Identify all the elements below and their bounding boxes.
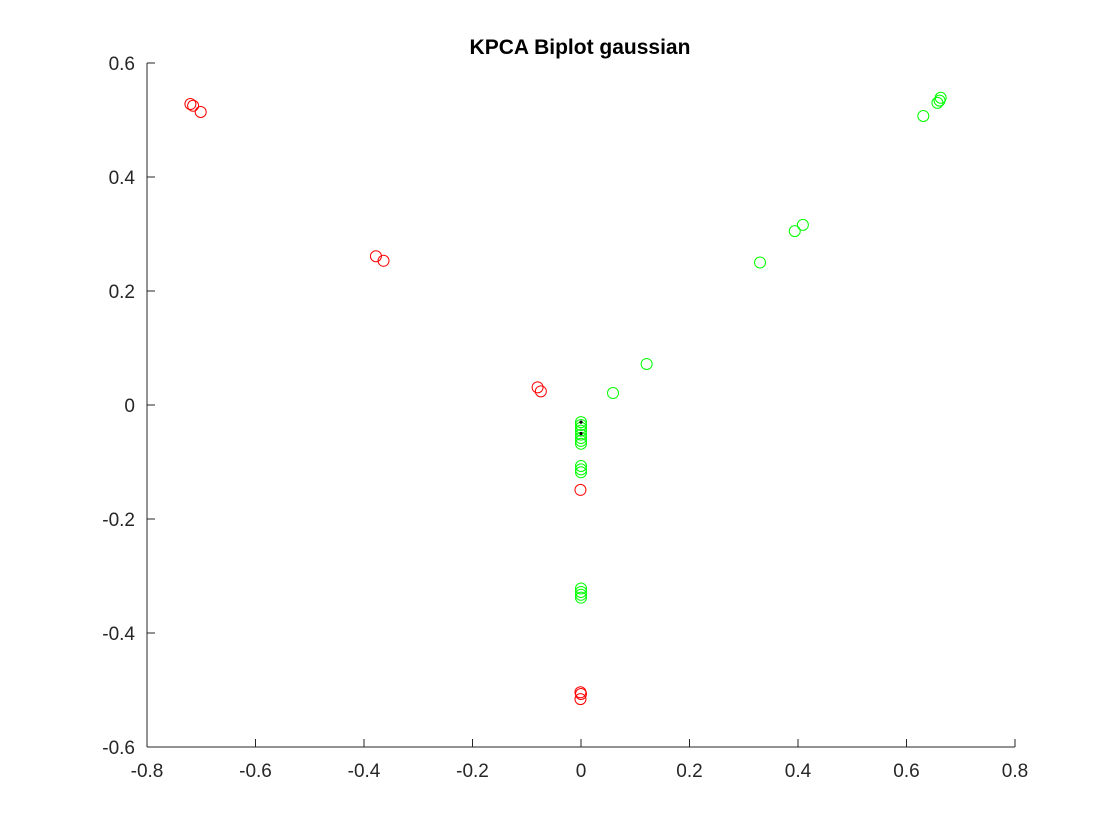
series-3 xyxy=(579,420,583,436)
data-point xyxy=(575,459,587,472)
tick-group: -0.8 -0.6 -0.4 -0.2 0 0.2 0.4 0.6 0.8-0.6-0.4-0.… xyxy=(102,54,1028,782)
data-point xyxy=(184,98,197,111)
data-point xyxy=(575,418,587,431)
data-point xyxy=(575,591,587,604)
data-point xyxy=(931,96,944,109)
data-point xyxy=(579,420,583,424)
y-tick-label: 0 xyxy=(124,396,135,417)
y-tick-label: -0.6 xyxy=(102,738,135,759)
data-point xyxy=(194,106,207,119)
data-point xyxy=(377,254,390,267)
data-point xyxy=(788,225,801,238)
data-point xyxy=(531,381,544,394)
x-tick-label: 0.2 xyxy=(676,761,702,782)
y-tick-label: 0.4 xyxy=(109,168,136,189)
y-tick-label: 0.2 xyxy=(109,282,135,303)
x-tick-label: 0.6 xyxy=(893,761,919,782)
data-point xyxy=(575,428,587,441)
data-point xyxy=(575,585,587,598)
chart-title: KPCA Biplot gaussian xyxy=(470,36,691,59)
x-tick-label: -0.8 xyxy=(131,761,164,782)
data-point xyxy=(917,110,930,123)
data-point xyxy=(575,434,587,447)
data-point xyxy=(534,385,547,398)
x-tick-label: -0.6 xyxy=(239,761,272,782)
data-point xyxy=(574,483,587,496)
axes xyxy=(146,63,1015,748)
data-point xyxy=(575,424,587,437)
data-point xyxy=(575,687,587,700)
data-point xyxy=(607,387,620,400)
x-tick-label: -0.4 xyxy=(348,761,381,782)
data-point xyxy=(796,218,809,231)
data-point xyxy=(187,99,200,112)
y-tick-label: -0.4 xyxy=(102,624,135,645)
data-point xyxy=(579,431,583,436)
data-point xyxy=(640,357,653,370)
data-point xyxy=(754,256,767,269)
plot-area xyxy=(184,91,947,706)
data-point xyxy=(575,582,587,595)
data-point xyxy=(574,693,587,706)
y-tick-label: -0.2 xyxy=(102,510,135,531)
data-point xyxy=(575,416,587,429)
series-1 xyxy=(184,98,587,706)
data-point xyxy=(575,588,587,601)
data-point xyxy=(575,463,587,476)
x-tick-label: -0.2 xyxy=(456,761,489,782)
data-point xyxy=(575,437,587,450)
data-point xyxy=(575,466,587,479)
data-point xyxy=(933,94,946,107)
y-tick-label: 0.6 xyxy=(109,54,135,75)
series-2 xyxy=(575,91,947,604)
x-tick-label: 0.8 xyxy=(1002,761,1028,782)
x-tick-label: 0.4 xyxy=(785,761,812,782)
x-tick-label: 0 xyxy=(576,761,587,782)
